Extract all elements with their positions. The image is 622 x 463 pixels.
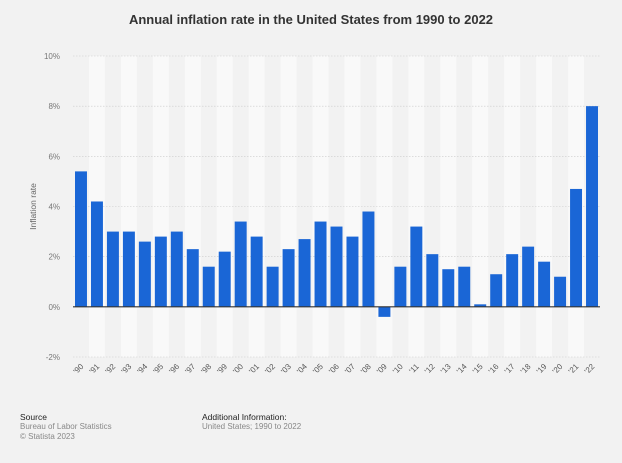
x-tick-label: '03 bbox=[279, 362, 293, 376]
x-tick-label: '95 bbox=[152, 362, 166, 376]
x-tick-label: '10 bbox=[391, 362, 405, 376]
background-stripe bbox=[376, 56, 393, 357]
bar-97 bbox=[186, 249, 199, 307]
bar-04 bbox=[298, 239, 311, 307]
bar-05 bbox=[314, 221, 327, 307]
x-tick-label: '09 bbox=[375, 362, 389, 376]
bar-99 bbox=[218, 251, 231, 307]
bar-12 bbox=[426, 254, 439, 307]
x-tick-label: '14 bbox=[455, 362, 469, 376]
x-tick-label: '90 bbox=[72, 362, 86, 376]
info-heading: Additional Information: bbox=[202, 412, 287, 422]
copyright: © Statista 2023 bbox=[20, 432, 75, 441]
y-tick-label: 10% bbox=[44, 52, 60, 61]
bar-15 bbox=[474, 304, 487, 307]
bar-17 bbox=[506, 254, 519, 307]
x-tick-label: '18 bbox=[519, 362, 533, 376]
bar-01 bbox=[250, 236, 263, 307]
x-tick-label: '93 bbox=[120, 362, 134, 376]
source-text: Bureau of Labor Statistics bbox=[20, 422, 112, 431]
bar-19 bbox=[538, 261, 551, 307]
y-axis-label: Inflation rate bbox=[28, 183, 38, 230]
x-tick-label: '96 bbox=[167, 362, 181, 376]
bar-03 bbox=[282, 249, 295, 307]
x-tick-label: '07 bbox=[343, 362, 357, 376]
source-block: Source Bureau of Labor Statistics © Stat… bbox=[20, 412, 112, 442]
x-tick-label: '08 bbox=[359, 362, 373, 376]
bar-16 bbox=[490, 274, 503, 307]
source-heading: Source bbox=[20, 412, 47, 422]
bar-22 bbox=[586, 106, 598, 307]
x-tick-label: '91 bbox=[88, 362, 102, 376]
x-tick-label: '01 bbox=[247, 362, 261, 376]
x-tick-label: '04 bbox=[295, 362, 309, 376]
bar-95 bbox=[154, 236, 167, 307]
x-tick-label: '15 bbox=[471, 362, 485, 376]
y-tick-label: 6% bbox=[48, 152, 60, 161]
x-tick-label: '12 bbox=[423, 362, 437, 376]
x-tick-label: '16 bbox=[487, 362, 501, 376]
y-tick-label: 2% bbox=[48, 253, 60, 262]
y-tick-label: 4% bbox=[48, 203, 60, 212]
x-tick-label: '20 bbox=[551, 362, 565, 376]
x-tick-label: '97 bbox=[183, 362, 197, 376]
chart-title: Annual inflation rate in the United Stat… bbox=[128, 12, 494, 27]
bar-21 bbox=[570, 188, 583, 307]
bar-09 bbox=[378, 306, 391, 317]
y-tick-label: 0% bbox=[48, 303, 60, 312]
bar-96 bbox=[170, 231, 183, 307]
bar-00 bbox=[234, 221, 247, 307]
bar-18 bbox=[522, 246, 535, 307]
bar-98 bbox=[202, 266, 215, 307]
bar-10 bbox=[394, 266, 407, 307]
x-tick-label: '21 bbox=[567, 362, 581, 376]
bar-07 bbox=[346, 236, 359, 307]
x-tick-label: '06 bbox=[327, 362, 341, 376]
x-tick-label: '92 bbox=[104, 362, 118, 376]
bar-91 bbox=[90, 201, 103, 307]
x-tick-label: '19 bbox=[535, 362, 549, 376]
x-tick-label: '02 bbox=[263, 362, 277, 376]
x-tick-label: '94 bbox=[136, 362, 150, 376]
background-stripe bbox=[472, 56, 489, 357]
bar-02 bbox=[266, 266, 279, 307]
x-tick-label: '05 bbox=[311, 362, 325, 376]
bar-13 bbox=[442, 269, 455, 307]
y-tick-label: 8% bbox=[48, 102, 60, 111]
x-tick-label: '11 bbox=[407, 362, 421, 376]
bar-93 bbox=[122, 231, 135, 307]
bar-08 bbox=[362, 211, 375, 307]
additional-info-block: Additional Information: United States; 1… bbox=[202, 412, 301, 432]
y-tick-label: -2% bbox=[46, 353, 60, 362]
x-tick-label: '00 bbox=[231, 362, 245, 376]
x-tick-label: '13 bbox=[439, 362, 453, 376]
x-tick-label: '17 bbox=[503, 362, 517, 376]
bar-06 bbox=[330, 226, 343, 307]
bar-94 bbox=[138, 241, 151, 307]
bar-11 bbox=[410, 226, 423, 307]
bar-90 bbox=[75, 171, 87, 307]
bar-20 bbox=[554, 276, 567, 307]
bar-92 bbox=[106, 231, 119, 307]
x-tick-label: '98 bbox=[199, 362, 213, 376]
x-tick-label: '22 bbox=[583, 362, 597, 376]
x-tick-label: '99 bbox=[215, 362, 229, 376]
info-text: United States; 1990 to 2022 bbox=[202, 422, 302, 431]
bar-14 bbox=[458, 266, 471, 307]
